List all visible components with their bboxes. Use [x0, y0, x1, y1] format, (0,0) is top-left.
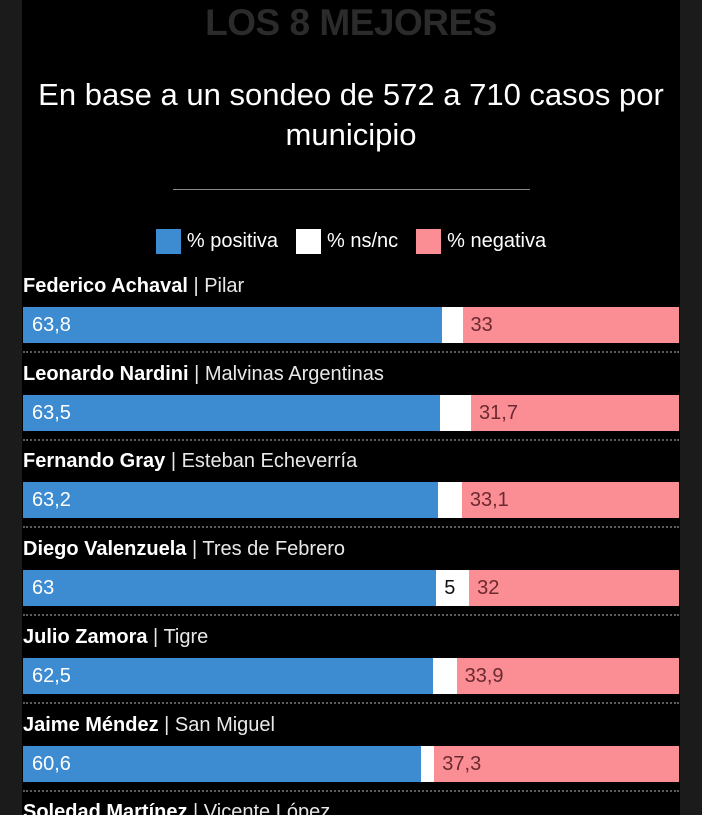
data-label: 32: [477, 577, 500, 600]
label-separator: |: [147, 625, 164, 648]
intendente-name: Leonardo Nardini: [23, 362, 189, 385]
data-label: 5: [444, 577, 456, 600]
bar-segment-positiva: [23, 307, 442, 343]
municipio-name: Tres de Febrero: [202, 538, 345, 561]
legend-item-nsnc: % ns/nc: [296, 228, 399, 254]
data-label: 31,7: [479, 401, 518, 424]
municipio-name: Malvinas Argentinas: [204, 362, 384, 385]
bar-segment-nsnc: [420, 745, 435, 782]
label-separator: |: [186, 538, 203, 561]
bar-segment-positiva: [23, 570, 437, 607]
data-label: 63,2: [32, 489, 71, 512]
intendente-name: Jaime Méndez: [23, 713, 159, 736]
legend-swatch-negativa: [416, 228, 442, 254]
bar-segment-negativa: [456, 657, 679, 694]
municipio-name: Vicente López: [203, 801, 331, 815]
stacked-bar: 63 5 32: [23, 570, 679, 607]
stacked-bar: 63,5 31,7: [23, 394, 679, 431]
bar-segment-negativa: [469, 570, 679, 607]
row-label: Jaime Méndez | San Miguel: [23, 713, 275, 737]
intendente-name: Soledad Martínez: [23, 801, 188, 815]
label-separator: |: [188, 362, 205, 385]
municipio-name: Esteban Echeverría: [181, 450, 358, 473]
data-label: 63: [32, 577, 55, 600]
bar-segment-negativa: [471, 394, 679, 431]
data-label: 62,5: [32, 664, 71, 687]
stacked-bar: 60,6 37,3: [23, 745, 679, 782]
data-label: 63,5: [32, 401, 71, 424]
legend-swatch-nsnc: [296, 228, 322, 254]
bar-segment-nsnc: [441, 307, 463, 343]
title-divider: [173, 189, 530, 190]
data-label: 33,9: [464, 664, 504, 687]
bar-segment-positiva: [23, 394, 440, 431]
bar-segment-negativa: [434, 745, 679, 782]
label-separator: |: [158, 713, 175, 736]
chart-heading: LOS 8 MEJORES: [205, 2, 497, 43]
bar-segment-positiva: [23, 482, 438, 519]
bar-rows: Federico Achaval | Pilar 63,8 33 Leonardo N…: [22, 0, 680, 815]
row-divider: [23, 526, 679, 529]
legend-label-nsnc: % ns/nc: [327, 229, 399, 252]
row-label: Leonardo Nardini | Malvinas Argentinas: [23, 362, 384, 386]
row-divider: [23, 789, 679, 792]
chart-subtitle: En base a un sondeo de 572 a 710 casos p…: [38, 77, 664, 152]
data-label: 37,3: [442, 752, 482, 775]
bar-segment-nsnc: [433, 657, 457, 694]
legend-label-positiva: % positiva: [186, 229, 279, 252]
municipio-name: Pilar: [204, 275, 245, 297]
legend-label-negativa: % negativa: [447, 229, 547, 252]
municipio-name: Tigre: [163, 625, 209, 648]
intendente-name: Fernando Gray: [23, 450, 166, 473]
legend-swatch-positiva: [155, 228, 181, 254]
bar-segment-negativa: [461, 482, 679, 519]
bar-segment-positiva: [23, 657, 433, 694]
stacked-bar: 63,8 33: [23, 307, 679, 343]
chart-panel: LOS 8 MEJORES En base a un sondeo de 572…: [22, 0, 680, 815]
row-label: Soledad Martínez | Vicente López: [23, 800, 330, 815]
stacked-bar: 63,2 33,1: [23, 482, 679, 519]
row-label: Diego Valenzuela | Tres de Febrero: [23, 537, 345, 561]
data-label: 33: [470, 314, 493, 336]
row-divider: [23, 438, 679, 441]
bar-segment-positiva: [23, 745, 421, 782]
legend: % positiva % ns/nc % negativa: [22, 227, 680, 255]
row-label: Fernando Gray | Esteban Echeverría: [23, 449, 357, 473]
intendente-name: Diego Valenzuela: [23, 538, 187, 561]
label-separator: |: [165, 450, 182, 473]
stacked-bar: 62,5 33,9: [23, 657, 679, 694]
row-divider: [23, 701, 679, 704]
bar-segment-nsnc: [436, 570, 470, 607]
legend-item-negativa: % negativa: [416, 228, 547, 254]
bar-segment-negativa: [462, 307, 679, 343]
data-label: 63,8: [32, 314, 71, 336]
row-divider: [23, 351, 679, 353]
label-separator: |: [187, 801, 204, 815]
data-label: 60,6: [32, 752, 71, 775]
intendente-name: Federico Achaval: [23, 275, 188, 297]
bar-segment-nsnc: [439, 394, 472, 431]
row-label: Julio Zamora | Tigre: [23, 625, 208, 649]
intendente-name: Julio Zamora: [23, 625, 148, 648]
bar-segment-nsnc: [437, 482, 462, 519]
legend-item-positiva: % positiva: [155, 228, 279, 254]
row-divider: [23, 614, 679, 617]
municipio-name: San Miguel: [174, 713, 275, 736]
row-label: Federico Achaval | Pilar: [23, 274, 244, 298]
label-separator: |: [187, 275, 205, 297]
data-label: 33,1: [469, 489, 509, 512]
